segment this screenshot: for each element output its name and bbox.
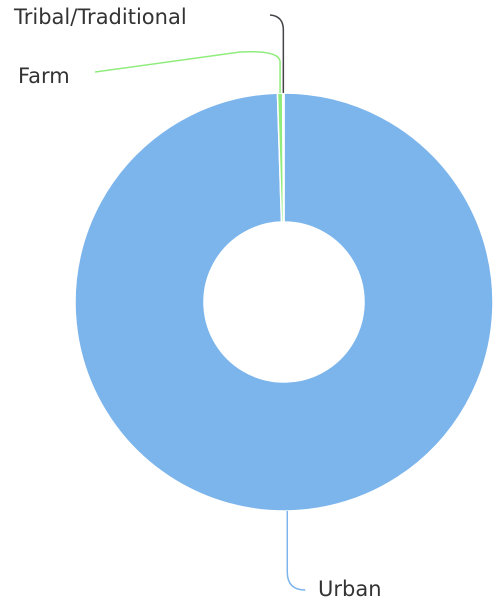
leader-line — [269, 14, 285, 94]
donut-slice — [74, 92, 494, 512]
donut-slice — [281, 92, 285, 223]
leader-line — [286, 510, 306, 591]
leader-line — [94, 50, 281, 94]
slice-label: Farm — [18, 64, 70, 88]
slice-label: Urban — [318, 577, 382, 601]
slice-label: Tribal/Traditional — [13, 5, 187, 29]
